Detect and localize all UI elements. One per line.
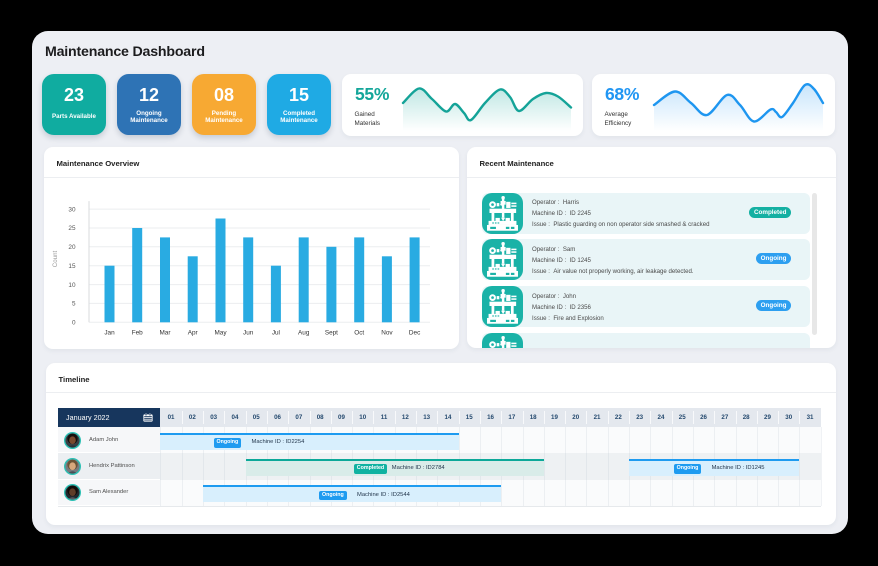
svg-text:25: 25: [68, 225, 76, 232]
svg-text:15: 15: [68, 263, 76, 270]
svg-text:30: 30: [68, 206, 76, 213]
svg-text:10: 10: [68, 282, 76, 289]
svg-text:Jul: Jul: [272, 329, 280, 336]
svg-text:Sept: Sept: [325, 329, 338, 336]
svg-text:Nov: Nov: [381, 329, 393, 336]
svg-text:Jan: Jan: [104, 329, 115, 336]
svg-text:Apr: Apr: [188, 329, 199, 336]
svg-text:20: 20: [68, 244, 76, 251]
svg-text:Mar: Mar: [159, 329, 171, 336]
svg-text:May: May: [214, 329, 227, 336]
svg-text:0: 0: [72, 320, 76, 327]
svg-text:Oct: Oct: [354, 329, 364, 336]
svg-text:Dec: Dec: [409, 329, 421, 336]
svg-text:Count: Count: [52, 250, 59, 267]
svg-text:Aug: Aug: [298, 329, 310, 336]
svg-text:Feb: Feb: [132, 329, 143, 336]
svg-text:5: 5: [72, 301, 76, 308]
svg-text:Jun: Jun: [243, 329, 254, 336]
